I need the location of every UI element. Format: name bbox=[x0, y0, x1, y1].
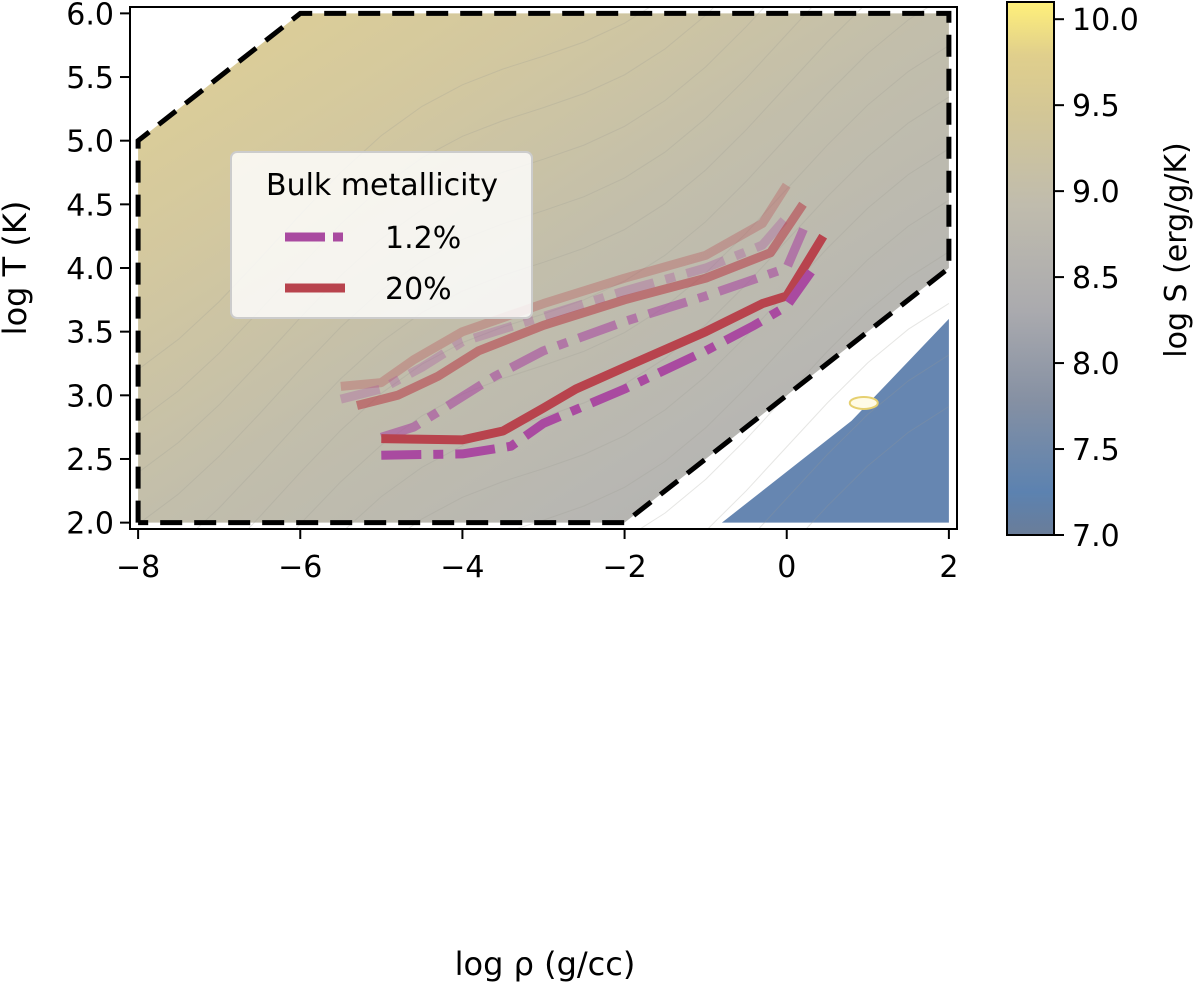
x-axis-ticks: −8 −6 −4 −2 0 2 bbox=[116, 529, 958, 585]
series-line-1.2pct-5 bbox=[381, 269, 815, 460]
colorbar-tick-label: 7.5 bbox=[1072, 433, 1120, 468]
colorbar-label: log S (erg/g/K) bbox=[1159, 142, 1194, 358]
contour-line bbox=[247, 7, 930, 529]
x-tick-label: 2 bbox=[939, 550, 958, 585]
legend: Bulk metallicity 1.2% 20% bbox=[230, 151, 533, 319]
entropy-contour-field bbox=[137, 7, 950, 529]
x-tick-label: 0 bbox=[777, 550, 796, 585]
colorbar-tick-label: 9.5 bbox=[1072, 89, 1120, 124]
series-line-1.2pct-1 bbox=[339, 214, 791, 404]
y-tick-label: 2.0 bbox=[66, 507, 114, 542]
y-tick-label: 6.0 bbox=[66, 0, 114, 32]
contour-line bbox=[407, 148, 950, 529]
colorbar-tick-label: 7.0 bbox=[1072, 519, 1120, 554]
x-axis-label: log ρ (g/cc) bbox=[455, 945, 636, 983]
x-tick-label: −2 bbox=[602, 550, 646, 585]
legend-title: Bulk metallicity bbox=[266, 168, 498, 203]
colorbar-ticks: 7.0 7.5 8.0 8.5 9.0 9.5 10.0 bbox=[1054, 3, 1139, 554]
contour-line bbox=[137, 7, 813, 525]
contour-line bbox=[805, 406, 950, 529]
legend-label-20pct: 20% bbox=[385, 272, 452, 307]
contour-fill-region bbox=[138, 13, 949, 523]
colorbar-gradient bbox=[1006, 1, 1055, 536]
y-axis-label: log T (K) bbox=[0, 201, 34, 336]
contour-line bbox=[294, 45, 950, 529]
hot-spot-marker bbox=[848, 395, 879, 410]
series-line-20pct-2 bbox=[355, 201, 807, 410]
colorbar-tick-label: 9.0 bbox=[1072, 175, 1120, 210]
colorbar-tick-label: 8.0 bbox=[1072, 347, 1120, 382]
contour-line bbox=[757, 354, 950, 529]
contour-line bbox=[195, 7, 864, 529]
y-tick-label: 4.0 bbox=[66, 252, 114, 287]
y-tick-label: 2.5 bbox=[66, 443, 114, 478]
contour-line bbox=[707, 302, 950, 529]
y-tick-label: 5.5 bbox=[66, 61, 114, 96]
y-tick-label: 5.0 bbox=[66, 125, 114, 160]
x-tick-label: −4 bbox=[440, 550, 484, 585]
valid-region-boundary bbox=[135, 10, 952, 526]
x-tick-label: −8 bbox=[116, 550, 160, 585]
x-tick-label: −6 bbox=[278, 550, 322, 585]
series-layer bbox=[339, 182, 828, 460]
y-tick-label: 3.0 bbox=[66, 379, 114, 414]
y-axis-ticks: 2.0 2.5 3.0 3.5 4.0 4.5 5.0 5.5 6.0 bbox=[66, 0, 130, 542]
contour-line bbox=[639, 251, 950, 529]
series-line-20pct-4 bbox=[381, 233, 828, 445]
colorbar-tick-label: 8.5 bbox=[1072, 261, 1120, 296]
y-tick-label: 4.5 bbox=[66, 188, 114, 223]
colorbar: 7.0 7.5 8.0 8.5 9.0 9.5 10.0 log S (erg/g/K) bbox=[1006, 1, 1194, 554]
low-entropy-region bbox=[721, 318, 949, 523]
legend-label-1.2pct: 1.2% bbox=[385, 221, 461, 256]
y-tick-label: 3.5 bbox=[66, 316, 114, 351]
contour-line bbox=[137, 7, 766, 474]
contour-line bbox=[344, 96, 950, 529]
series-line-20pct-0 bbox=[340, 182, 791, 391]
colorbar-tick-label: 10.0 bbox=[1072, 3, 1139, 38]
series-line-1.2pct-3 bbox=[379, 219, 812, 442]
legend-box bbox=[230, 151, 533, 319]
